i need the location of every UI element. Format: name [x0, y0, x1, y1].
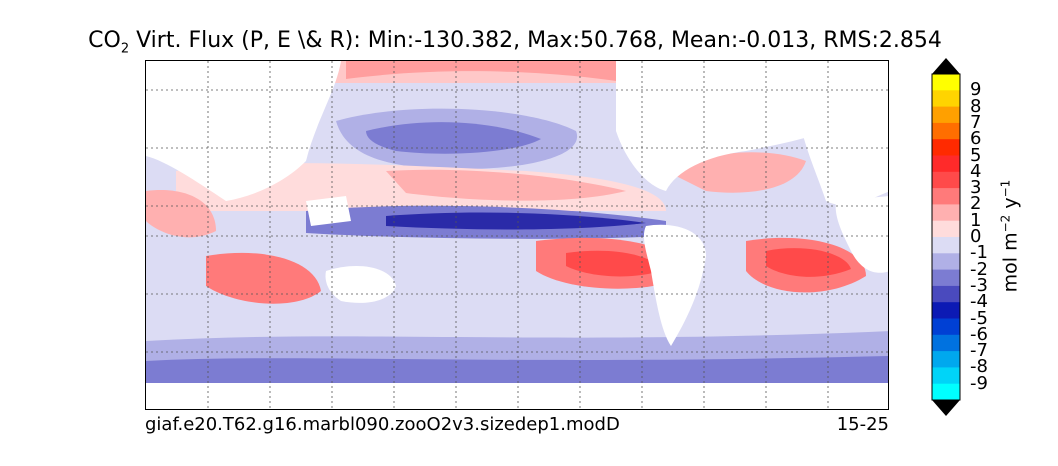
- colorbar-tick-label: 6: [970, 128, 982, 150]
- colorbar-swatch: [932, 302, 960, 319]
- south-pacific-core: [566, 250, 661, 277]
- antarctica: [146, 383, 888, 409]
- colorbar-tick-label: -5: [970, 307, 988, 329]
- colorbar-tick-label: 3: [970, 177, 982, 199]
- colorbar-swatch: [932, 285, 960, 303]
- eurasia-east: [146, 61, 341, 201]
- south-america: [643, 224, 706, 346]
- graticule: [146, 61, 888, 409]
- colorbar-swatch: [932, 74, 960, 91]
- colorbar-swatch: [932, 220, 960, 238]
- west-indian-positive: [146, 190, 216, 238]
- colorbar-swatch: [932, 155, 960, 173]
- colorbar-min-extend-arrow: [932, 400, 960, 416]
- colorbar-swatch: [932, 106, 960, 124]
- colorbar-tick-label: -1: [970, 242, 988, 264]
- arctic-positive-patch: [346, 61, 616, 81]
- colorbar-swatch: [932, 351, 960, 368]
- africa: [835, 196, 888, 273]
- colorbar-swatch: [932, 318, 960, 336]
- colorbar-tick-label: 9: [970, 79, 982, 101]
- south-atlantic-core: [766, 248, 851, 277]
- colorbar-tick-label: -8: [970, 356, 988, 378]
- colorbar-swatch: [932, 171, 960, 189]
- colorbar-swatch: [932, 334, 960, 352]
- colorbar-tick-label: -2: [970, 258, 988, 280]
- colorbar-max-extend-arrow: [932, 58, 960, 74]
- colorbar-swatch: [932, 237, 960, 254]
- colorbar-tick-label: 1: [970, 209, 982, 231]
- colorbar-tick-label: 2: [970, 193, 982, 215]
- colorbar-swatch: [932, 122, 960, 140]
- colorbar-tick-label: 0: [970, 226, 982, 247]
- colorbar-swatch: [932, 269, 960, 287]
- colorbar-swatch: [932, 204, 960, 222]
- colorbar-tick-label: 4: [970, 160, 982, 182]
- case-name: giaf.e20.T62.g16.marbl090.zooO2v3.sizede…: [145, 414, 620, 435]
- colorbar-tick-label: 5: [970, 144, 982, 166]
- colorbar-tick-label: -6: [970, 323, 988, 345]
- colorbar-tick-label: 7: [970, 111, 982, 133]
- map-title: CO2 Virt. Flux (P, E \& R): Min:-130.382…: [88, 28, 942, 57]
- colorbar-tick-label: -3: [970, 274, 988, 296]
- colorbar-swatch: [932, 139, 960, 156]
- flux-map: [145, 60, 889, 410]
- colorbar-swatch: [932, 90, 960, 108]
- southern-strong-band: [146, 356, 888, 383]
- north-america: [616, 61, 888, 191]
- equatorial-core: [386, 212, 646, 230]
- colorbar-tick-label: -4: [970, 291, 988, 313]
- colorbar-units-label: mol m−2 y−1: [998, 179, 1022, 293]
- colorbar-swatch: [932, 367, 960, 385]
- colorbar-tick-label: -9: [970, 372, 988, 394]
- year-range: 15-25: [836, 414, 889, 435]
- n-pacific-positive: [386, 169, 626, 201]
- australia: [325, 266, 396, 303]
- colorbar-tick-label: -7: [970, 340, 988, 362]
- colorbar-swatch: [932, 383, 960, 401]
- north-pacific-core: [366, 122, 541, 154]
- colorbar-swatch: [932, 188, 960, 205]
- colorbar: [931, 58, 961, 416]
- maritime-continent: [306, 196, 351, 226]
- colorbar-tick-label: 8: [970, 95, 982, 117]
- indian-ocean-positive: [206, 252, 321, 304]
- colorbar-swatch: [932, 253, 960, 271]
